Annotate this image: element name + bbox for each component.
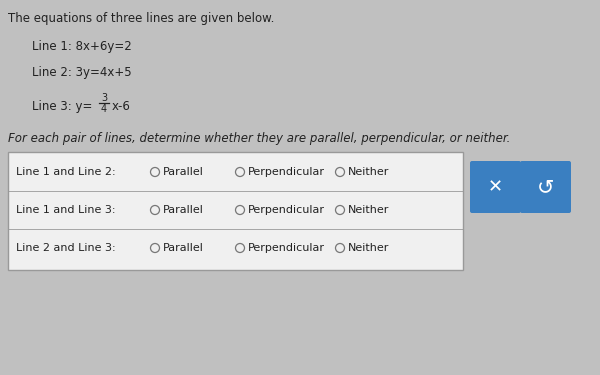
Text: Line 1 and Line 2:: Line 1 and Line 2: [16, 167, 116, 177]
Text: Parallel: Parallel [163, 205, 204, 215]
Text: For each pair of lines, determine whether they are parallel, perpendicular, or n: For each pair of lines, determine whethe… [8, 132, 511, 145]
Text: Line 2 and Line 3:: Line 2 and Line 3: [16, 243, 116, 253]
Text: 4: 4 [101, 104, 107, 114]
FancyBboxPatch shape [8, 152, 463, 270]
Text: ↺: ↺ [537, 177, 554, 197]
Text: Line 3: y=: Line 3: y= [32, 100, 92, 113]
Text: Perpendicular: Perpendicular [248, 167, 325, 177]
Text: Line 2: 3y=4x+5: Line 2: 3y=4x+5 [32, 66, 131, 79]
Text: Neither: Neither [348, 243, 389, 253]
Text: ✕: ✕ [488, 178, 503, 196]
Text: Neither: Neither [348, 167, 389, 177]
Text: Neither: Neither [348, 205, 389, 215]
Text: Parallel: Parallel [163, 243, 204, 253]
Text: Perpendicular: Perpendicular [248, 205, 325, 215]
Text: Line 1: 8x+6y=2: Line 1: 8x+6y=2 [32, 40, 132, 53]
Text: Line 1 and Line 3:: Line 1 and Line 3: [16, 205, 115, 215]
FancyBboxPatch shape [470, 161, 521, 213]
FancyBboxPatch shape [520, 161, 571, 213]
Text: The equations of three lines are given below.: The equations of three lines are given b… [8, 12, 274, 25]
Text: 3: 3 [101, 93, 107, 103]
Text: x-6: x-6 [112, 100, 131, 113]
Text: Parallel: Parallel [163, 167, 204, 177]
Text: Perpendicular: Perpendicular [248, 243, 325, 253]
